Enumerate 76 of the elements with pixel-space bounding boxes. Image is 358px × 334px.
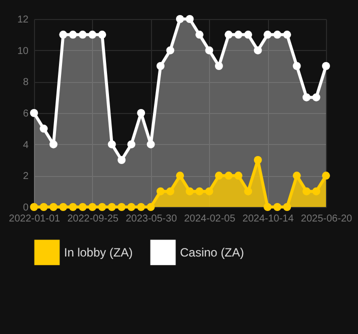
point [195, 30, 204, 39]
point [244, 30, 252, 39]
point [302, 187, 311, 196]
x-tick-label: 2024-02-05 [184, 214, 236, 224]
point [283, 203, 292, 211]
point [205, 187, 214, 196]
point [137, 203, 146, 211]
point [186, 187, 194, 196]
x-tick-label: 2022-01-01 [8, 214, 61, 224]
point [195, 187, 204, 196]
point [214, 62, 223, 70]
point [98, 30, 106, 39]
point [166, 46, 174, 54]
point [88, 203, 96, 211]
point [30, 203, 38, 211]
point [59, 203, 68, 211]
x-tick-label: 2023-05-30 [126, 214, 178, 224]
point [68, 203, 77, 211]
point [40, 124, 48, 133]
point [176, 172, 184, 180]
point [234, 172, 242, 180]
x-tick-label: 2024-10-14 [242, 214, 294, 224]
legend-label: Casino (ZA) [180, 245, 244, 260]
x-tick-label: 2025-06-20 [300, 214, 353, 224]
point [322, 62, 330, 70]
point [312, 93, 320, 102]
point [283, 30, 292, 39]
point [146, 203, 155, 211]
point [118, 203, 126, 211]
point [224, 172, 233, 180]
point [156, 187, 165, 196]
point [108, 203, 116, 211]
point [156, 62, 165, 70]
legend-label: In lobby (ZA) [64, 245, 133, 260]
point [49, 140, 58, 148]
point [244, 187, 252, 196]
y-tick-label: 12 [17, 14, 29, 26]
point [98, 203, 106, 211]
point [264, 203, 272, 211]
point [49, 203, 58, 211]
point [186, 15, 194, 23]
point [224, 30, 233, 39]
point [78, 30, 87, 39]
y-tick-label: 10 [17, 46, 29, 57]
point [254, 46, 262, 54]
y-tick-label: 6 [22, 108, 29, 120]
point [127, 140, 136, 148]
y-tick-label: 4 [22, 140, 29, 151]
y-tick-label: 0 [22, 202, 29, 214]
point [146, 140, 155, 148]
y-tick-label: 2 [22, 171, 29, 182]
point [312, 187, 320, 196]
point [88, 30, 96, 39]
point [78, 203, 87, 211]
point [234, 30, 242, 39]
point [273, 30, 282, 39]
point [302, 93, 311, 102]
point [292, 172, 301, 180]
point [205, 46, 214, 54]
point [214, 172, 223, 180]
point [59, 30, 68, 39]
point [118, 156, 126, 164]
point [68, 30, 77, 39]
x-tick-label: 2022-09-25 [67, 214, 119, 224]
point [273, 203, 282, 211]
point [30, 109, 38, 117]
point [40, 203, 48, 211]
point [292, 62, 301, 70]
point [166, 187, 174, 196]
point [264, 30, 272, 39]
point [254, 156, 262, 164]
point [137, 109, 146, 117]
y-tick-label: 8 [22, 77, 29, 88]
point [176, 15, 184, 23]
point [322, 172, 330, 180]
point [108, 140, 116, 148]
